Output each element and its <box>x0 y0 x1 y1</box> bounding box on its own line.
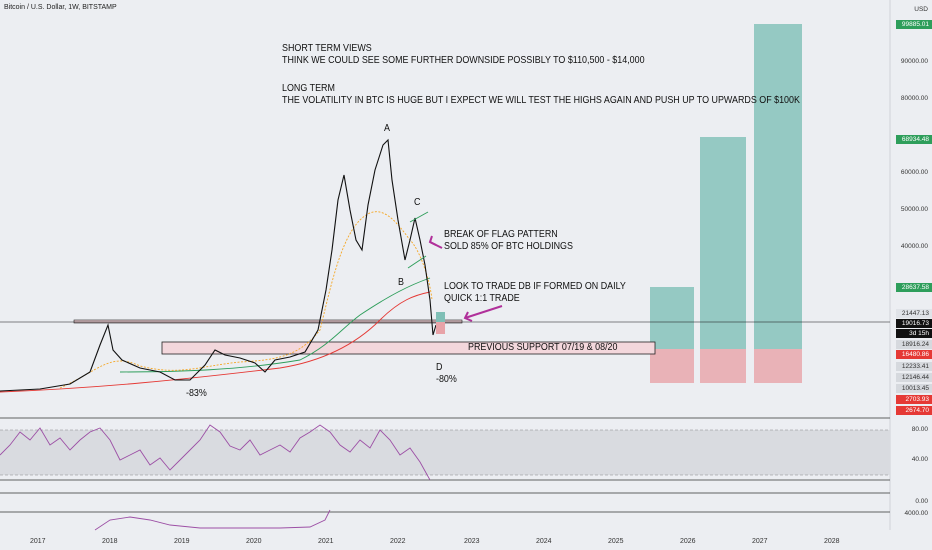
x-axis-label: 2021 <box>318 538 334 545</box>
price-tag-current: 19016.73 <box>896 319 932 328</box>
flag-lower <box>407 255 427 269</box>
rsi-line <box>0 424 431 481</box>
price-tag: 68934.48 <box>896 135 932 144</box>
support-zone <box>161 341 656 355</box>
x-axis-label: 2028 <box>824 538 840 545</box>
price-tag: 28637.58 <box>896 283 932 292</box>
flag-note-line2: SOLD 85% OF BTC HOLDINGS <box>444 240 573 252</box>
x-axis-label: 2027 <box>752 538 768 545</box>
x-axis-label: 2020 <box>246 538 262 545</box>
indicator-line <box>94 509 331 531</box>
price-axis-label: 50000.00 <box>900 206 928 213</box>
price-tag: 12146.44 <box>896 373 932 382</box>
price-tag: 12233.41 <box>896 362 932 371</box>
arrow-flag <box>428 235 443 249</box>
point-d-label: D <box>436 361 443 373</box>
ma-red <box>0 291 431 393</box>
drop-2018-label: -83% <box>186 387 207 399</box>
trade-note-line1: LOOK TO TRADE DB IF FORMED ON DAILY <box>444 280 626 292</box>
long-term-title: LONG TERM <box>282 82 335 94</box>
arrow-trade <box>463 305 503 322</box>
target-box-3 <box>754 24 802 349</box>
x-axis-label: 2024 <box>536 538 552 545</box>
short-term-body: THINK WE COULD SEE SOME FURTHER DOWNSIDE… <box>282 54 645 66</box>
support-label: PREVIOUS SUPPORT 07/19 & 08/20 <box>468 341 618 353</box>
trade-box-stop <box>436 322 445 334</box>
short-term-title: SHORT TERM VIEWS <box>282 42 372 54</box>
flag-upper <box>409 211 429 223</box>
point-b-label: B <box>398 276 404 288</box>
price-tag: 2703.93 <box>896 395 932 404</box>
x-axis-label: 2026 <box>680 538 696 545</box>
indicator-axis-label: 0.00 <box>915 498 928 505</box>
currency-label: USD <box>914 6 928 13</box>
price-tag: 2674.70 <box>896 406 932 415</box>
price-tag: 18916.24 <box>896 340 932 349</box>
x-axis-label: 2023 <box>464 538 480 545</box>
trade-box-target <box>436 312 445 322</box>
drop-2022-label: -80% <box>436 373 457 385</box>
x-axis-label: 2017 <box>30 538 46 545</box>
target-boxes <box>650 24 802 383</box>
point-c-label: C <box>414 196 421 208</box>
target-box-2 <box>700 137 746 349</box>
price-tag: 99885.01 <box>896 20 932 29</box>
target-box-1 <box>650 287 694 349</box>
price-axis-label: 80000.00 <box>900 95 928 102</box>
price-series <box>0 138 437 392</box>
chart-title: Bitcoin / U.S. Dollar, 1W, BITSTAMP <box>4 4 117 11</box>
x-axis-label: 2022 <box>390 538 406 545</box>
rsi-axis-label: 40.00 <box>911 456 928 463</box>
x-axis-label: 2019 <box>174 538 190 545</box>
price-axis-label: 90000.00 <box>900 58 928 65</box>
point-a-label: A <box>384 122 390 134</box>
price-tag: 16480.86 <box>896 350 932 359</box>
x-axis-label: 2018 <box>102 538 118 545</box>
rsi-band <box>0 430 890 475</box>
stop-box-3 <box>754 349 802 383</box>
rsi-axis-label: 80.00 <box>911 426 928 433</box>
long-term-body: THE VOLATILITY IN BTC IS HUGE BUT I EXPE… <box>282 94 800 106</box>
stop-box-2 <box>700 349 746 383</box>
flag-note-line1: BREAK OF FLAG PATTERN <box>444 228 558 240</box>
ma-green <box>119 277 431 373</box>
price-axis-label: 40000.00 <box>900 243 928 250</box>
price-tag: 10013.45 <box>896 384 932 393</box>
indicator-axis-label: 4000.00 <box>904 510 929 517</box>
price-axis-label: 60000.00 <box>900 169 928 176</box>
stop-box-1 <box>650 349 694 383</box>
trade-note-line2: QUICK 1:1 TRADE <box>444 292 520 304</box>
price-tag-countdown: 3d 15h <box>896 329 932 338</box>
resistance-line <box>73 319 463 324</box>
price-tag: 21447.13 <box>896 309 932 318</box>
x-axis-label: 2025 <box>608 538 624 545</box>
